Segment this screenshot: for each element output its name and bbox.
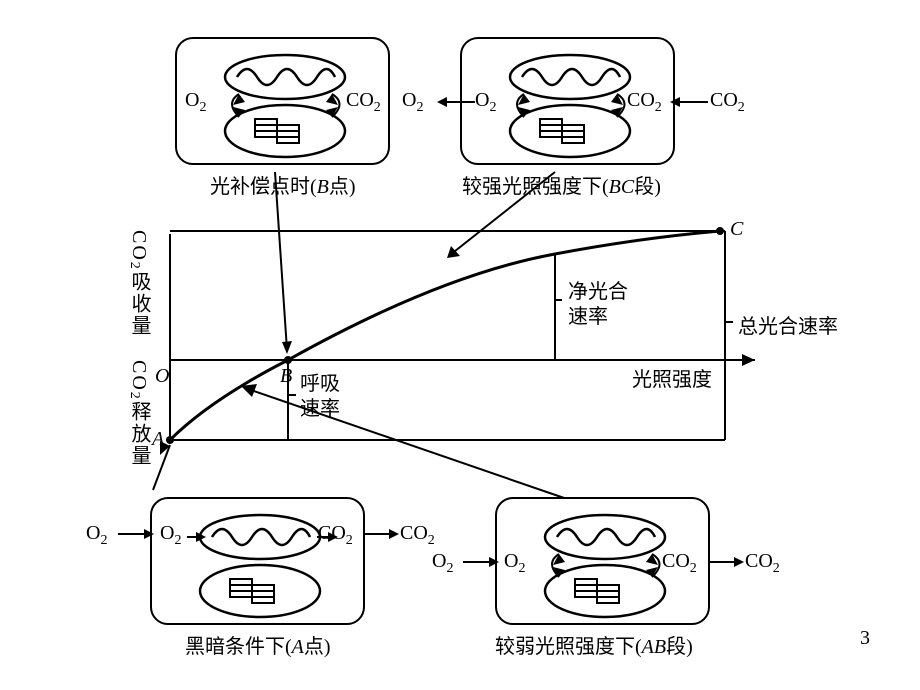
point-c-label: C bbox=[730, 218, 743, 241]
o2-br: O2 bbox=[504, 550, 525, 577]
point-a-label: A bbox=[152, 428, 164, 451]
gross-photo-label: 总光合速率 bbox=[738, 310, 838, 339]
co2-tr: CO2 bbox=[627, 89, 662, 116]
title-tl: 光补偿点时(B点) bbox=[210, 170, 356, 199]
co2-tl: CO2 bbox=[346, 89, 381, 116]
o2-bl-ext: O2 bbox=[86, 522, 107, 549]
page-number: 3 bbox=[860, 627, 870, 650]
point-b-label: B bbox=[280, 365, 292, 388]
respiration-label: 呼吸速率 bbox=[300, 372, 340, 422]
title-tr: 较强光照强度下(BC段) bbox=[462, 170, 661, 199]
o2-bl: O2 bbox=[160, 522, 181, 549]
cell-bl-svg bbox=[152, 499, 367, 627]
co2-br-ext: CO2 bbox=[745, 550, 780, 577]
o2-tr: O2 bbox=[475, 89, 496, 116]
o2-br-ext: O2 bbox=[432, 550, 453, 577]
origin-label: O bbox=[155, 365, 169, 388]
y-axis-top-label: CO2吸收量 bbox=[125, 230, 154, 337]
page: CO2吸收量 CO2释放量 O A B C 光照强度 净光合速率 呼吸速率 总光… bbox=[0, 0, 920, 690]
title-br: 较弱光照强度下(AB段) bbox=[495, 630, 693, 659]
co2-bl-ext: CO2 bbox=[400, 522, 435, 549]
ext-arrows-bl-in bbox=[108, 522, 168, 552]
net-photo-label: 净光合速率 bbox=[568, 280, 628, 330]
o2-tl: O2 bbox=[185, 89, 206, 116]
title-bl: 黑暗条件下(A点) bbox=[185, 630, 331, 659]
co2-br: CO2 bbox=[662, 550, 697, 577]
y-axis-bottom-label: CO2释放量 bbox=[125, 360, 154, 467]
x-axis-label: 光照强度 bbox=[632, 363, 712, 392]
co2-bl: CO2 bbox=[318, 522, 353, 549]
o2-tr-ext: O2 bbox=[402, 89, 423, 116]
co2-tr-ext: CO2 bbox=[710, 89, 745, 116]
cell-box-bottom-left bbox=[150, 497, 365, 625]
